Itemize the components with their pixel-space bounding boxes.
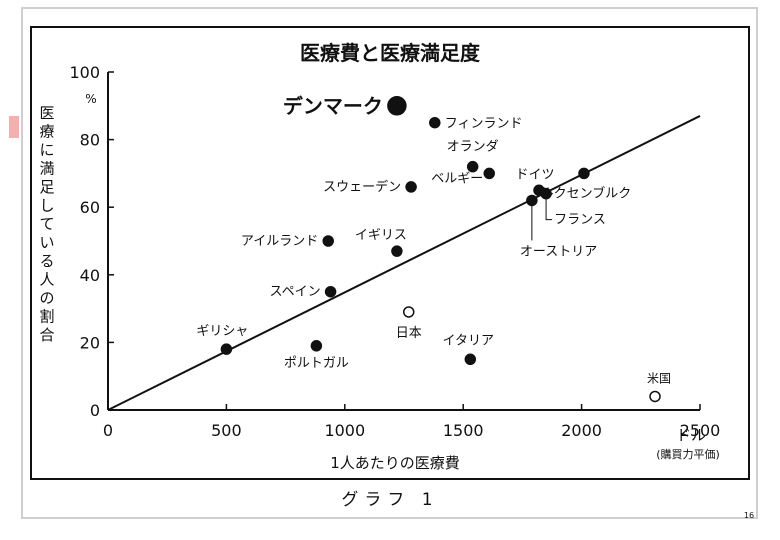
data-point: [310, 340, 323, 352]
y-axis-label-char: 合: [39, 326, 54, 344]
data-label: ベルギー: [431, 171, 483, 186]
data-point: [483, 167, 495, 180]
y-axis-label-char: 足: [39, 178, 54, 196]
y-axis-label-char: に: [39, 141, 54, 159]
data-point: [324, 285, 337, 298]
data-label: オーストリア: [520, 244, 597, 259]
trend-line: [107, 115, 701, 411]
data-label: ルクセンブルク: [541, 185, 632, 201]
data-label: ポルトガル: [284, 356, 349, 371]
x-tick-label: 1500: [443, 421, 484, 440]
data-label: 日本: [396, 326, 422, 341]
data-label: スペイン: [269, 285, 320, 300]
y-tick-label: 60: [80, 198, 100, 217]
figure-caption: グラフ 1: [341, 490, 438, 510]
y-tick-label: 80: [80, 131, 100, 150]
data-label: イタリア: [443, 333, 494, 348]
data-label: オランダ: [447, 140, 499, 155]
data-point: [429, 116, 441, 129]
data-label: ドイツ: [515, 167, 554, 182]
y-axis-label-char: 医: [39, 104, 54, 122]
data-label: ギリシャ: [196, 324, 248, 339]
y-tick-label: 0: [90, 401, 100, 420]
x-tick-label: 1000: [324, 421, 365, 440]
chart-box: [30, 26, 750, 480]
plot-area: 0 500 1000 1500 2000 2500 0 20 40 60 80 100 デンマークフィン…: [69, 63, 720, 440]
y-axis-label-char: る: [39, 252, 54, 270]
x-tick-label: 2500: [680, 421, 721, 440]
page-number: 16: [744, 511, 754, 520]
data-label: アイルランド: [241, 234, 318, 249]
y-axis-unit: %: [85, 92, 96, 106]
label-leader: [545, 197, 553, 221]
y-tick-label: 40: [80, 266, 100, 285]
x-axis-unit-note: (購買力平価): [656, 447, 720, 461]
data-point: [220, 343, 233, 355]
y-axis-label-char: の: [39, 289, 54, 307]
x-axis-label: 1人あたりの医療費: [330, 454, 460, 472]
margin-mark: [9, 116, 19, 138]
y-axis-label-char: 人: [39, 271, 54, 289]
y-axis-label-char: て: [39, 215, 54, 233]
data-label: フィンランド: [445, 117, 523, 132]
y-axis-label-char: い: [39, 234, 54, 252]
y-tick-label: 20: [80, 333, 100, 352]
data-point: [649, 390, 661, 403]
data-point: [526, 194, 538, 207]
data-point: [387, 96, 407, 116]
x-tick-label: 0: [103, 421, 113, 440]
data-label: イギリス: [355, 228, 407, 243]
chart-title: 医療費と医療満足度: [300, 41, 481, 65]
data-label: フランス: [554, 213, 606, 228]
data-label: デンマーク: [283, 94, 383, 118]
data-label: 米国: [647, 371, 671, 385]
x-tick-label: 500: [211, 421, 242, 440]
y-tick-label: 100: [69, 63, 100, 82]
y-axis-label-char: し: [39, 197, 54, 215]
data-label: スウェーデン: [323, 179, 401, 195]
x-tick-label: 2000: [561, 421, 602, 440]
data-point: [464, 353, 477, 366]
y-axis-label-char: 割: [39, 308, 54, 326]
data-point: [405, 181, 417, 193]
data-point: [578, 167, 590, 180]
page-frame: [21, 7, 758, 519]
y-axis-label-char: 満: [39, 160, 54, 178]
x-axis-unit: ドル: [676, 426, 706, 444]
data-point: [466, 160, 479, 173]
data-point: [402, 306, 415, 318]
data-point: [391, 245, 403, 257]
data-point: [322, 235, 334, 247]
y-axis-label-char: 療: [39, 123, 54, 141]
